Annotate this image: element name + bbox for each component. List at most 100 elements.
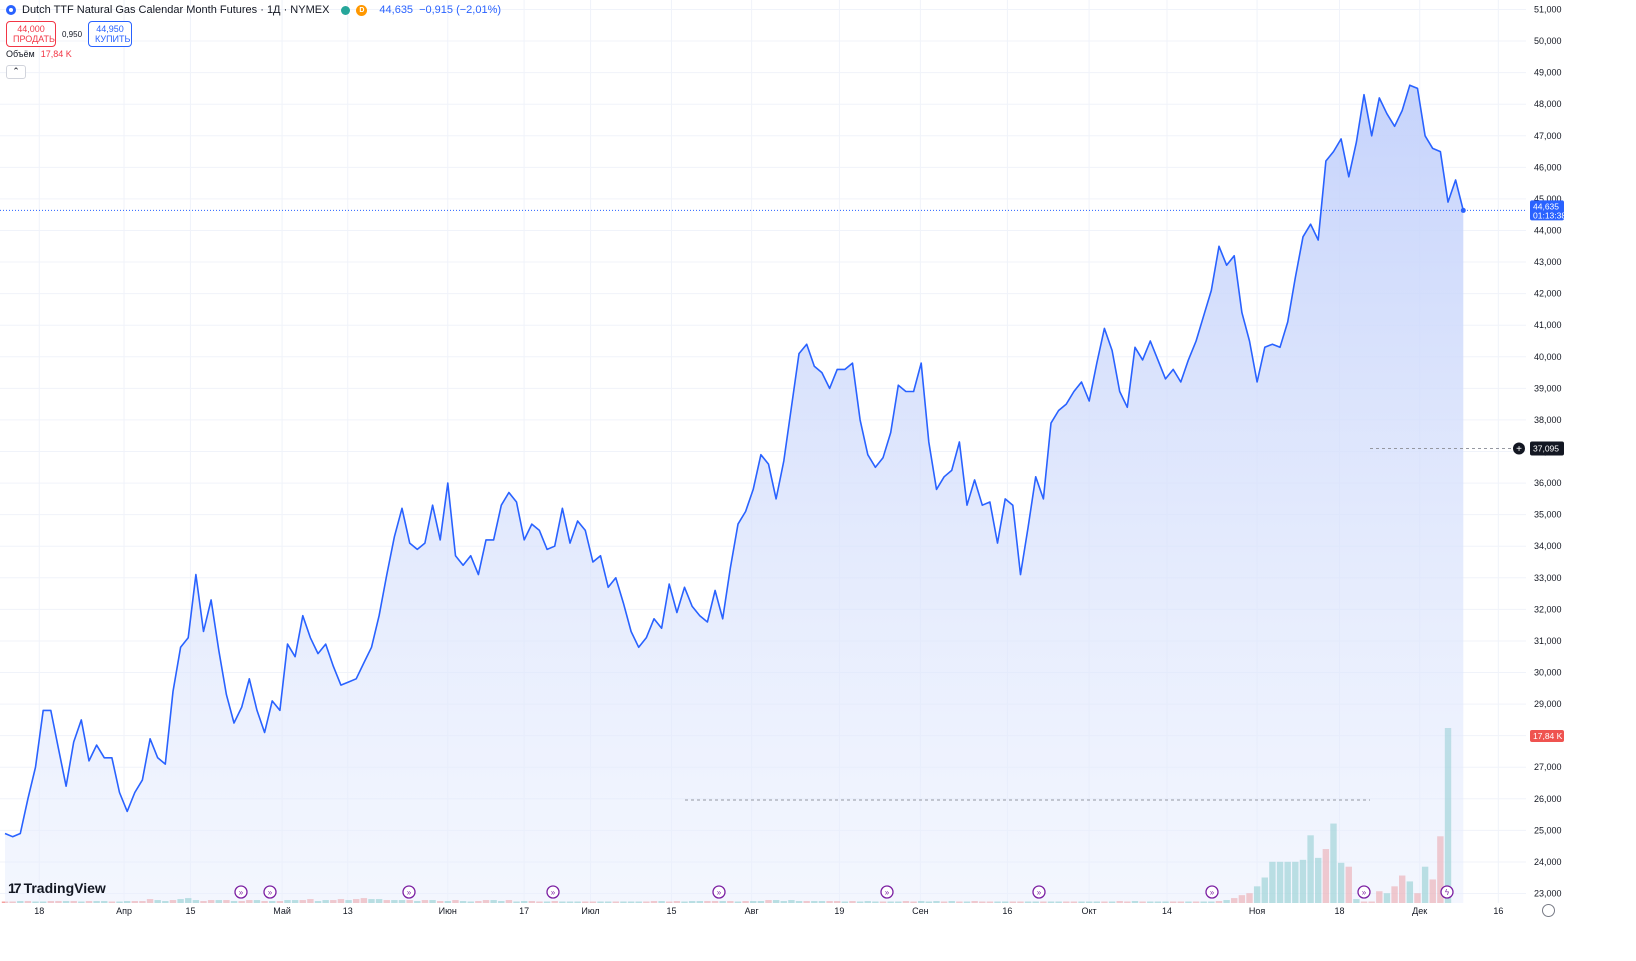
- arrow-icon: »: [1210, 888, 1215, 897]
- tradingview-logo[interactable]: 17 TradingView: [8, 880, 106, 896]
- volume-label: 17,84 K: [1533, 731, 1563, 741]
- last-price-dot: [1460, 207, 1466, 213]
- price-tick-label: 38,000: [1534, 415, 1562, 425]
- price-tick-label: 43,000: [1534, 257, 1562, 267]
- price-tick-label: 24,000: [1534, 857, 1562, 867]
- last-price-label: 44,635: [1533, 201, 1559, 211]
- price-tick-label: 46,000: [1534, 162, 1562, 172]
- dividend-event-icon[interactable]: [880, 885, 894, 899]
- price-tick-label: 39,000: [1534, 383, 1562, 393]
- buy-label: КУПИТЬ: [95, 34, 131, 44]
- dividend-event-icon[interactable]: [546, 885, 560, 899]
- price-tick-label: 44,000: [1534, 225, 1562, 235]
- price-tick-label: 42,000: [1534, 289, 1562, 299]
- sell-label: ПРОДАТЬ: [13, 34, 55, 44]
- dividend-event-icon[interactable]: [1032, 885, 1046, 899]
- volume-label-bg: [1530, 730, 1564, 742]
- time-tick-label: Окт: [1082, 906, 1097, 916]
- price-tick-label: 34,000: [1534, 541, 1562, 551]
- time-tick-label: 13: [343, 906, 353, 916]
- lightning-icon: ϟ: [1444, 888, 1449, 897]
- last-price-label-bg: [1530, 200, 1564, 221]
- time-tick-label: 16: [1493, 906, 1503, 916]
- arrow-icon: »: [885, 888, 890, 897]
- price-tick-label: 40,000: [1534, 352, 1562, 362]
- arrow-icon: »: [551, 888, 556, 897]
- time-tick-label: Дек: [1412, 906, 1427, 916]
- alert-price-label-bg: [1530, 441, 1564, 456]
- dividend-event-icon[interactable]: [234, 885, 248, 899]
- data-status-badge[interactable]: D: [356, 4, 368, 16]
- symbol-title[interactable]: Dutch TTF Natural Gas Calendar Month Fut…: [22, 4, 330, 16]
- price-tick-label: 47,000: [1534, 131, 1562, 141]
- price-tick-label: 27,000: [1534, 762, 1562, 772]
- alert-price-label: 37,095: [1533, 444, 1559, 454]
- time-tick-label: 15: [666, 906, 676, 916]
- price-tick-label: 48,000: [1534, 99, 1562, 109]
- market-status-icon[interactable]: [341, 5, 351, 15]
- price-tick-label: 33,000: [1534, 573, 1562, 583]
- time-tick-label: 15: [185, 906, 195, 916]
- buy-price: 44,950: [96, 24, 124, 34]
- price-tick-label: 36,000: [1534, 478, 1562, 488]
- sell-button[interactable]: 44,000 ПРОДАТЬ: [6, 21, 56, 47]
- countdown-timer: 01:13:38: [1533, 210, 1566, 220]
- price-tick-label: 41,000: [1534, 320, 1562, 330]
- trade-panel: 44,000 ПРОДАТЬ 0,950 44,950 КУПИТЬ: [6, 21, 133, 47]
- price-tick-label: 31,000: [1534, 636, 1562, 646]
- legend-last-price: 44,635: [379, 4, 414, 16]
- volume-legend-label: Объём: [6, 49, 35, 59]
- symbol-logo-icon: [6, 5, 16, 15]
- tradingview-wordmark: TradingView: [23, 880, 106, 896]
- time-tick-label: Ноя: [1249, 906, 1266, 916]
- tradingview-mark-icon: 17: [8, 880, 22, 896]
- price-tick-label: 35,000: [1534, 510, 1562, 520]
- legend-change: −0,915 (−2,01%): [419, 4, 502, 16]
- dividend-event-icon[interactable]: [1205, 885, 1219, 899]
- gear-icon[interactable]: [1542, 904, 1555, 917]
- price-tick-label: 50,000: [1534, 36, 1562, 46]
- arrow-icon: »: [407, 888, 412, 897]
- time-tick-label: 16: [1002, 906, 1012, 916]
- price-tick-label: 49,000: [1534, 68, 1562, 78]
- time-tick-label: 19: [834, 906, 844, 916]
- time-tick-label: Апр: [116, 906, 132, 916]
- volume-legend-value: 17,84 K: [40, 49, 72, 59]
- price-tick-label: 23,000: [1534, 889, 1562, 899]
- arrow-icon: »: [717, 888, 722, 897]
- time-tick-label: Авг: [745, 906, 760, 916]
- dividend-event-icon[interactable]: [263, 885, 277, 899]
- time-tick-label: Сен: [912, 906, 929, 916]
- arrow-icon: »: [239, 888, 244, 897]
- sell-price: 44,000: [17, 24, 45, 34]
- dividend-event-icon[interactable]: [1357, 885, 1371, 899]
- price-tick-label: 45,000: [1534, 194, 1562, 204]
- price-tick-label: 26,000: [1534, 794, 1562, 804]
- volume-legend[interactable]: Объём 17,84 K: [6, 49, 72, 59]
- time-tick-label: 18: [34, 906, 44, 916]
- arrow-icon: »: [1037, 888, 1042, 897]
- event-markers: » » » » » » » » » ϟ: [234, 885, 1454, 899]
- time-tick-label: Июн: [439, 906, 457, 916]
- buy-button[interactable]: 44,950 КУПИТЬ: [88, 21, 133, 47]
- lightning-event-icon[interactable]: [1440, 885, 1454, 899]
- spread-value: 0,950: [62, 29, 83, 39]
- legend-header: Dutch TTF Natural Gas Calendar Month Fut…: [6, 4, 501, 16]
- dividend-event-icon[interactable]: [402, 885, 416, 899]
- arrow-icon: »: [1362, 888, 1367, 897]
- add-alert-icon[interactable]: [1513, 442, 1525, 455]
- price-tick-label: 29,000: [1534, 699, 1562, 709]
- price-axis: 23,00024,00025,00026,00027,00028,00029,0…: [1530, 0, 1636, 961]
- dividend-event-icon[interactable]: [712, 885, 726, 899]
- price-axis-bg: [1530, 0, 1636, 961]
- price-line: [4, 84, 1465, 838]
- price-tick-label: 25,000: [1534, 825, 1562, 835]
- time-tick-label: Июл: [581, 906, 599, 916]
- price-tick-label: 32,000: [1534, 604, 1562, 614]
- time-tick-label: 14: [1162, 906, 1172, 916]
- chevron-up-icon[interactable]: ⌃: [6, 65, 26, 79]
- time-axis: 18 Апр 15 Май 13 Июн 17 Июл 15 Авг 19 Сен 16 Окт 14 Ноя…: [0, 903, 1526, 961]
- price-tick-label: 51,000: [1534, 4, 1562, 14]
